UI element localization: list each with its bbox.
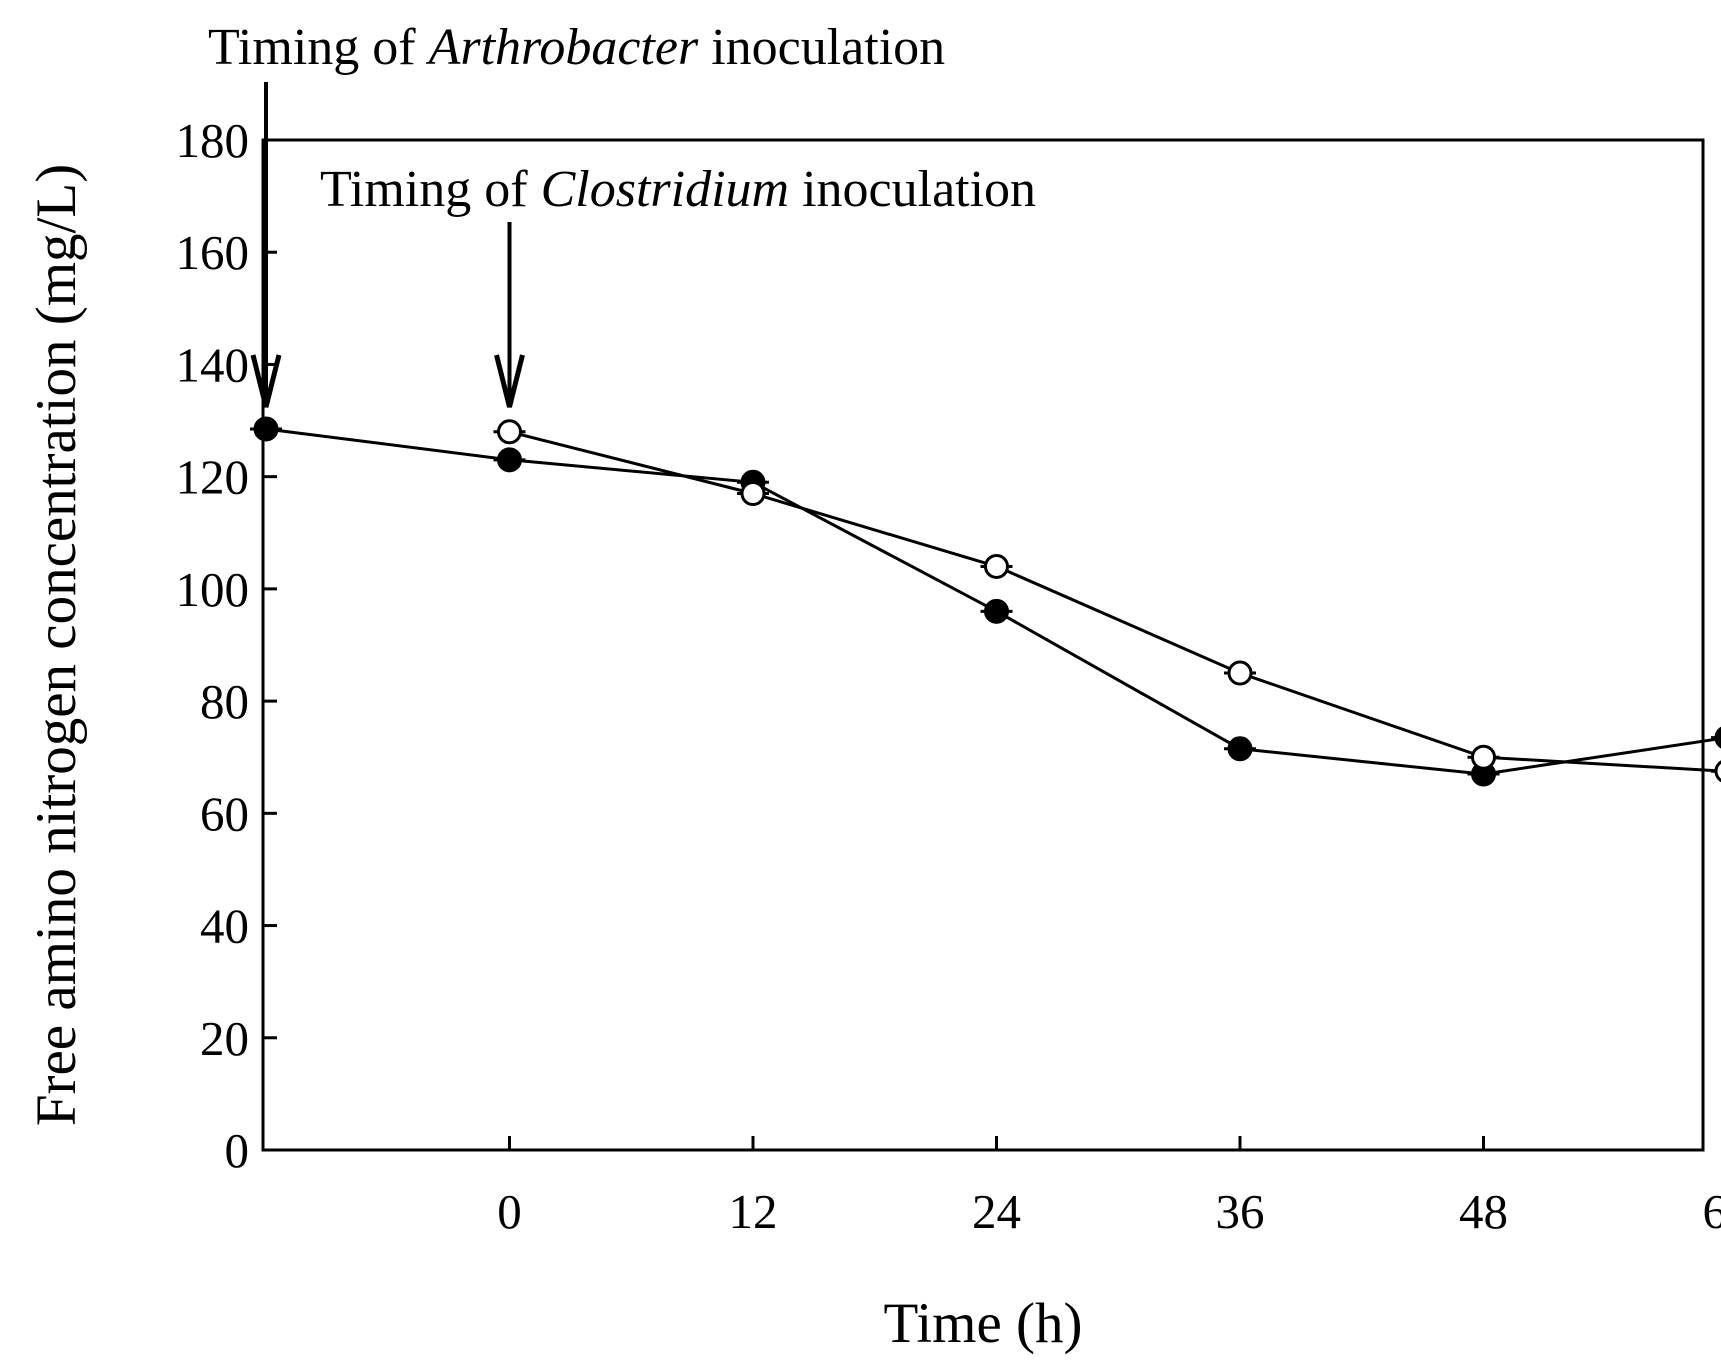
arrow-head-arthrobacter [250, 354, 282, 408]
y-axis-title: Free amino nitrogen concentration (mg/L) [25, 164, 88, 1126]
y-tick-label: 140 [176, 337, 250, 392]
plot-frame [261, 138, 1705, 1152]
y-tick-label: 160 [176, 225, 250, 280]
x-tick-label: 0 [497, 1184, 522, 1239]
y-tick-label: 180 [176, 113, 250, 168]
data-point-open [740, 481, 766, 506]
annotations: Timing of Arthrobacter inoculation Timing… [208, 19, 1036, 408]
annotation-arthrobacter: Timing of Arthrobacter inoculation [208, 19, 945, 76]
x-tick-label: 48 [1459, 1184, 1508, 1239]
y-tick-label: 120 [176, 450, 250, 505]
data-point-filled [984, 598, 1009, 624]
data-point-open [1471, 744, 1496, 770]
data-point-open [1714, 760, 1721, 783]
data-point-filled [1227, 736, 1253, 762]
arrow-head-clostridium [494, 354, 525, 408]
y-axis: 0 20 40 60 80 100 120 140 160 180 [176, 113, 277, 1178]
x-axis: 0 12 24 36 48 60 [497, 1136, 1721, 1239]
data-point-filled [1714, 726, 1721, 749]
x-tick-label: 24 [972, 1184, 1021, 1239]
y-tick-label: 80 [200, 674, 249, 729]
x-tick-label: 12 [729, 1184, 778, 1239]
x-tick-label: 36 [1216, 1184, 1265, 1239]
y-tick-label: 20 [200, 1011, 249, 1066]
x-axis-title: Time (h) [884, 1292, 1083, 1355]
series-points [250, 416, 1721, 787]
data-point-open [984, 553, 1009, 579]
series-line-2 [509, 430, 1721, 773]
data-point-open [1227, 660, 1253, 686]
x-tick-label: 60 [1703, 1184, 1721, 1239]
y-tick-label: 100 [176, 562, 250, 617]
data-point-filled [253, 416, 279, 442]
y-tick-label: 0 [225, 1123, 250, 1178]
data-point-filled [497, 447, 522, 473]
annotation-clostridium: Timing of Clostridium inoculation [320, 161, 1036, 218]
y-tick-label: 40 [200, 899, 249, 954]
data-point-open [497, 419, 522, 445]
y-tick-label: 60 [200, 786, 249, 841]
